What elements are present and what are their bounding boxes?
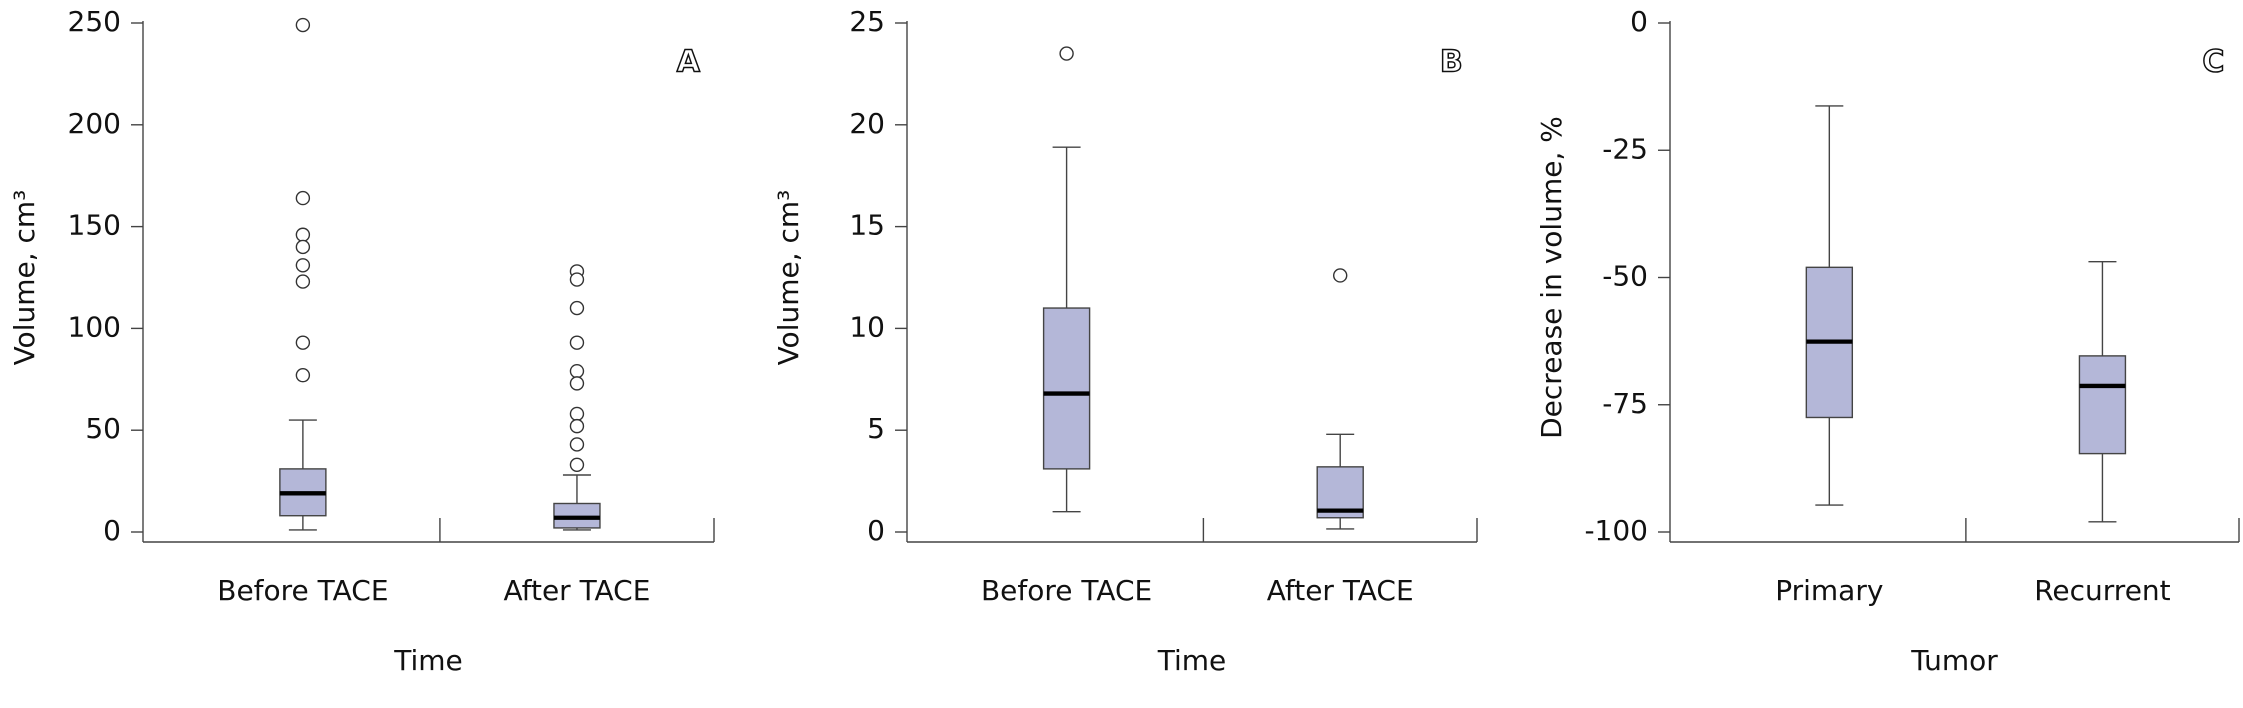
y-axis-label: Volume, cm³	[772, 190, 805, 366]
outlier	[295, 190, 311, 206]
outlier	[569, 272, 585, 287]
outlier	[569, 437, 585, 452]
y-tick-label: 200	[68, 107, 121, 140]
y-tick-label: 50	[85, 412, 121, 445]
y-tick-label: 0	[1630, 5, 1648, 38]
x-axis-label: Time	[1157, 644, 1227, 677]
outlier	[295, 274, 311, 289]
outlier	[295, 17, 311, 33]
panel-label: C	[2202, 45, 2224, 80]
x-tick-label: After TACE	[503, 574, 650, 607]
y-tick-label: 250	[68, 5, 121, 38]
outlier	[1332, 268, 1348, 283]
box	[2078, 355, 2127, 455]
outlier	[295, 258, 311, 273]
outlier	[295, 227, 311, 242]
outlier	[569, 406, 585, 422]
x-tick-label: Primary	[1775, 574, 1883, 607]
outlier	[569, 418, 585, 434]
x-axis-label: Time	[393, 644, 463, 677]
outlier	[1059, 46, 1074, 61]
panel-label: B	[1440, 45, 1463, 80]
box	[1042, 307, 1091, 470]
outlier	[295, 335, 311, 350]
y-tick-label: 20	[849, 107, 885, 140]
y-tick-label: 25	[849, 5, 885, 38]
y-tick-label: 15	[849, 209, 885, 242]
x-axis-label: Tumor	[1910, 644, 1998, 677]
outlier	[295, 368, 311, 383]
panel-label: A	[677, 45, 701, 80]
outlier	[295, 239, 311, 255]
y-axis-label: Decrease in volume, %	[1535, 116, 1568, 439]
y-tick-label: 100	[68, 310, 121, 343]
y-tick-label: 10	[849, 310, 885, 343]
y-tick-label: -75	[1602, 387, 1648, 420]
x-tick-label: Before TACE	[981, 574, 1152, 607]
y-axis-label: Volume, cm³	[8, 190, 41, 366]
y-tick-label: 0	[103, 514, 121, 547]
outlier	[569, 300, 585, 316]
outlier	[569, 335, 585, 350]
y-tick-label: -50	[1602, 260, 1648, 293]
y-tick-label: 0	[867, 514, 885, 547]
x-tick-label: After TACE	[1267, 574, 1414, 607]
y-tick-label: -100	[1584, 514, 1648, 547]
y-tick-label: 5	[867, 412, 885, 445]
outlier	[569, 363, 585, 379]
outlier	[569, 376, 585, 391]
x-tick-label: Recurrent	[2034, 574, 2170, 607]
x-tick-label: Before TACE	[217, 574, 388, 607]
y-tick-label: -25	[1602, 132, 1648, 165]
y-tick-label: 150	[68, 209, 121, 242]
outlier	[569, 457, 585, 473]
